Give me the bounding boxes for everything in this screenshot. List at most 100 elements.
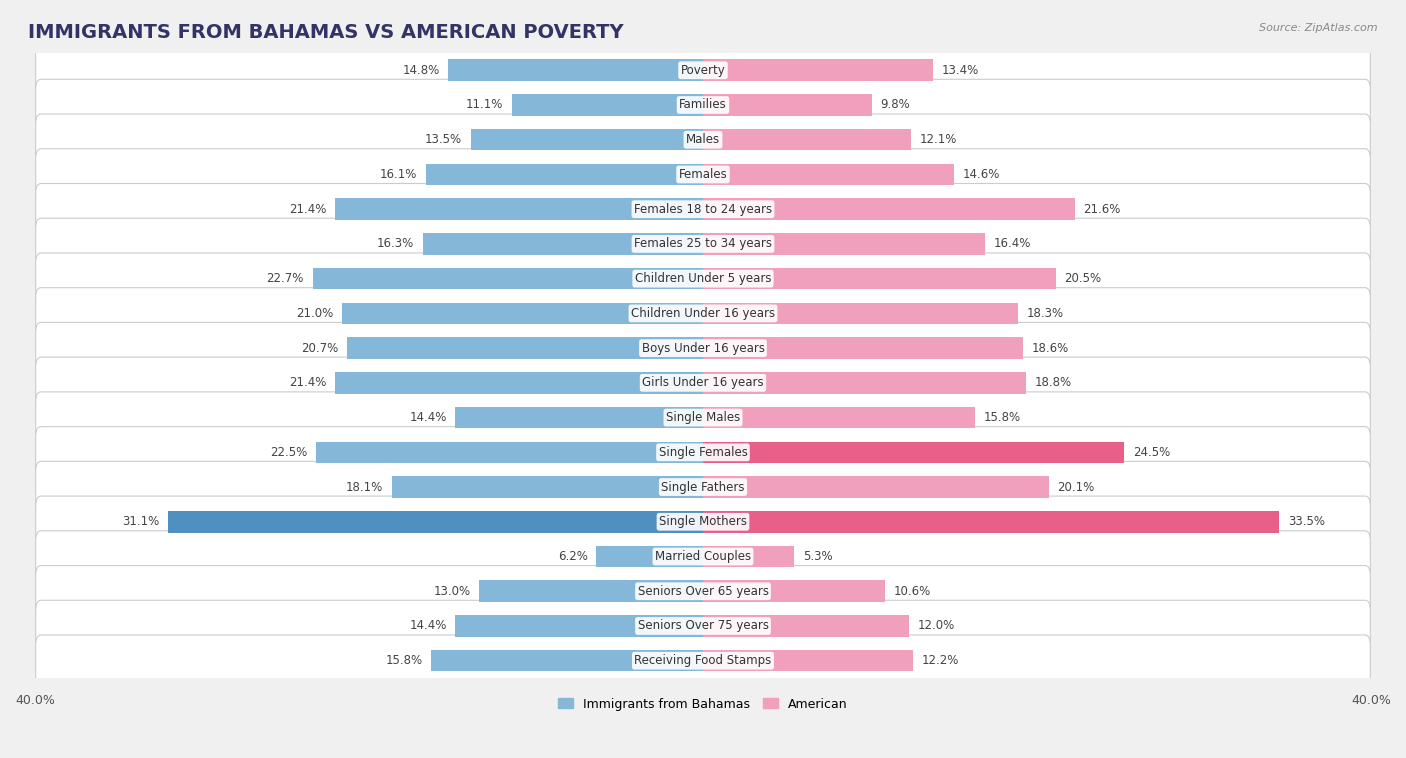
Bar [703, 337, 1024, 359]
Bar [703, 615, 910, 637]
Text: 13.5%: 13.5% [425, 133, 463, 146]
FancyBboxPatch shape [35, 114, 1371, 165]
Text: 24.5%: 24.5% [1133, 446, 1170, 459]
Bar [703, 302, 1018, 324]
FancyBboxPatch shape [35, 218, 1371, 270]
Bar [423, 233, 703, 255]
Bar [703, 199, 1074, 220]
Bar [703, 511, 1279, 533]
Bar [703, 442, 1125, 463]
Bar [312, 268, 703, 290]
Text: Single Mothers: Single Mothers [659, 515, 747, 528]
Text: 15.8%: 15.8% [983, 411, 1021, 424]
Text: Females 18 to 24 years: Females 18 to 24 years [634, 202, 772, 216]
Text: IMMIGRANTS FROM BAHAMAS VS AMERICAN POVERTY: IMMIGRANTS FROM BAHAMAS VS AMERICAN POVE… [28, 23, 624, 42]
Text: 22.5%: 22.5% [270, 446, 308, 459]
Text: 40.0%: 40.0% [15, 694, 55, 706]
Text: 9.8%: 9.8% [880, 99, 910, 111]
Text: 5.3%: 5.3% [803, 550, 832, 563]
Text: Receiving Food Stamps: Receiving Food Stamps [634, 654, 772, 667]
Bar [512, 94, 703, 116]
Text: Seniors Over 75 years: Seniors Over 75 years [637, 619, 769, 632]
Bar [703, 59, 934, 81]
Text: 18.6%: 18.6% [1032, 342, 1069, 355]
Bar [347, 337, 703, 359]
Text: Girls Under 16 years: Girls Under 16 years [643, 377, 763, 390]
FancyBboxPatch shape [35, 357, 1371, 409]
FancyBboxPatch shape [35, 253, 1371, 305]
Text: 21.4%: 21.4% [290, 202, 326, 216]
Text: 16.3%: 16.3% [377, 237, 413, 250]
FancyBboxPatch shape [35, 392, 1371, 443]
FancyBboxPatch shape [35, 45, 1371, 96]
FancyBboxPatch shape [35, 600, 1371, 652]
Bar [703, 129, 911, 151]
Text: Boys Under 16 years: Boys Under 16 years [641, 342, 765, 355]
FancyBboxPatch shape [35, 635, 1371, 687]
Bar [432, 650, 703, 672]
Text: 14.4%: 14.4% [409, 411, 447, 424]
Text: 11.1%: 11.1% [467, 99, 503, 111]
Text: 40.0%: 40.0% [1351, 694, 1391, 706]
Text: 21.6%: 21.6% [1083, 202, 1121, 216]
FancyBboxPatch shape [35, 531, 1371, 582]
Text: Single Fathers: Single Fathers [661, 481, 745, 493]
Text: 18.3%: 18.3% [1026, 307, 1063, 320]
Bar [335, 199, 703, 220]
FancyBboxPatch shape [35, 565, 1371, 617]
Text: 10.6%: 10.6% [894, 584, 931, 598]
Text: 14.4%: 14.4% [409, 619, 447, 632]
Text: 22.7%: 22.7% [267, 272, 304, 285]
Text: 21.4%: 21.4% [290, 377, 326, 390]
Text: Source: ZipAtlas.com: Source: ZipAtlas.com [1260, 23, 1378, 33]
Text: 33.5%: 33.5% [1288, 515, 1324, 528]
Text: Single Males: Single Males [666, 411, 740, 424]
FancyBboxPatch shape [35, 149, 1371, 200]
Bar [596, 546, 703, 567]
Bar [703, 476, 1049, 498]
Bar [342, 302, 703, 324]
Text: Single Females: Single Females [658, 446, 748, 459]
Text: Females 25 to 34 years: Females 25 to 34 years [634, 237, 772, 250]
Text: 15.8%: 15.8% [385, 654, 423, 667]
Bar [169, 511, 703, 533]
FancyBboxPatch shape [35, 496, 1371, 547]
FancyBboxPatch shape [35, 80, 1371, 130]
Text: 20.1%: 20.1% [1057, 481, 1094, 493]
Legend: Immigrants from Bahamas, American: Immigrants from Bahamas, American [554, 693, 852, 716]
Text: 16.1%: 16.1% [380, 168, 418, 181]
Bar [456, 615, 703, 637]
FancyBboxPatch shape [35, 288, 1371, 339]
Bar [335, 372, 703, 393]
Text: 16.4%: 16.4% [994, 237, 1031, 250]
Text: 6.2%: 6.2% [558, 550, 588, 563]
Text: 12.0%: 12.0% [918, 619, 955, 632]
Text: 18.1%: 18.1% [346, 481, 382, 493]
Text: Males: Males [686, 133, 720, 146]
Text: Children Under 5 years: Children Under 5 years [634, 272, 772, 285]
Text: Females: Females [679, 168, 727, 181]
Bar [392, 476, 703, 498]
FancyBboxPatch shape [35, 322, 1371, 374]
Text: 18.8%: 18.8% [1035, 377, 1073, 390]
Text: 14.8%: 14.8% [402, 64, 440, 77]
FancyBboxPatch shape [35, 462, 1371, 512]
Bar [426, 164, 703, 185]
Bar [471, 129, 703, 151]
Text: 13.4%: 13.4% [942, 64, 980, 77]
Text: 20.5%: 20.5% [1064, 272, 1101, 285]
Bar [703, 546, 794, 567]
Text: Families: Families [679, 99, 727, 111]
Bar [703, 233, 986, 255]
Bar [703, 407, 974, 428]
Text: Seniors Over 65 years: Seniors Over 65 years [637, 584, 769, 598]
Bar [703, 581, 886, 602]
Bar [316, 442, 703, 463]
Text: Married Couples: Married Couples [655, 550, 751, 563]
Bar [703, 650, 912, 672]
Text: 13.0%: 13.0% [433, 584, 471, 598]
Text: Children Under 16 years: Children Under 16 years [631, 307, 775, 320]
Bar [703, 372, 1026, 393]
Bar [449, 59, 703, 81]
Bar [703, 94, 872, 116]
